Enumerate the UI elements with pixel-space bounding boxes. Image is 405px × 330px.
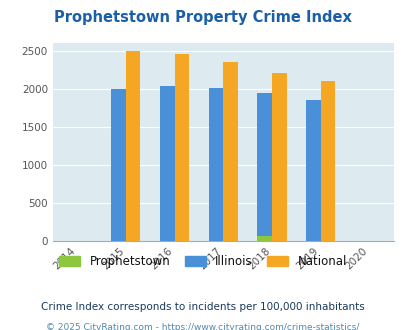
Bar xyxy=(271,73,286,241)
Bar xyxy=(257,236,271,241)
Bar xyxy=(126,51,140,241)
Bar xyxy=(174,54,189,241)
Bar xyxy=(208,88,223,241)
Bar xyxy=(111,89,126,241)
Bar xyxy=(160,86,174,241)
Bar xyxy=(305,100,320,241)
Legend: Prophetstown, Illinois, National: Prophetstown, Illinois, National xyxy=(54,250,351,273)
Bar xyxy=(257,93,271,241)
Text: Prophetstown Property Crime Index: Prophetstown Property Crime Index xyxy=(54,10,351,25)
Text: Crime Index corresponds to incidents per 100,000 inhabitants: Crime Index corresponds to incidents per… xyxy=(41,302,364,312)
Text: © 2025 CityRating.com - https://www.cityrating.com/crime-statistics/: © 2025 CityRating.com - https://www.city… xyxy=(46,323,359,330)
Bar xyxy=(223,62,237,241)
Bar xyxy=(320,81,335,241)
